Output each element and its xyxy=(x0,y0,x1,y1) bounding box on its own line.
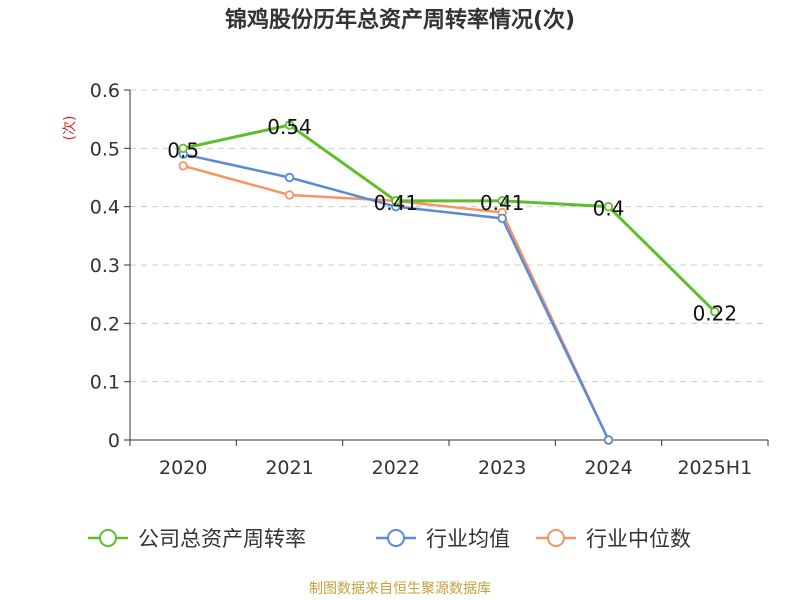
data-label-company: 0.54 xyxy=(267,115,312,139)
x-tick-label: 2020 xyxy=(159,457,207,479)
data-point-industry_median xyxy=(178,161,188,171)
x-tick-label: 2023 xyxy=(478,457,526,479)
legend-label-industry_median: 行业中位数 xyxy=(586,527,691,551)
x-tick-label: 2024 xyxy=(584,457,632,479)
data-label-company: 0.22 xyxy=(693,302,738,326)
data-point-company xyxy=(603,201,614,212)
y-tick-label: 0.6 xyxy=(90,80,120,102)
data-point-company xyxy=(391,196,401,206)
data-point-industry_avg xyxy=(497,213,507,224)
chart-title: 锦鸡股份历年总资产周转率情况(次) xyxy=(224,8,576,33)
source-note: 制图数据来自恒生聚源数据库 xyxy=(309,581,491,597)
legend-marker-industry_median xyxy=(547,529,565,547)
y-tick-label: 0 xyxy=(108,430,120,452)
legend-marker-company xyxy=(99,529,117,547)
legend-label-company: 公司总资产周转率 xyxy=(138,527,306,551)
x-tick-label: 2022 xyxy=(372,457,420,479)
data-label-company: 0.41 xyxy=(480,191,525,215)
data-point-company xyxy=(497,196,507,206)
legend-marker-industry_avg xyxy=(387,529,405,547)
data-label-company: 0.41 xyxy=(374,191,419,215)
data-label-company: 0.5 xyxy=(167,138,199,162)
data-point-industry_median xyxy=(284,190,295,200)
data-point-company xyxy=(178,143,188,154)
y-tick-label: 0.4 xyxy=(90,197,120,219)
y-tick-label: 0.5 xyxy=(90,138,120,160)
data-point-company xyxy=(710,306,720,317)
y-axis-unit-label: (次) xyxy=(62,116,78,141)
y-tick-label: 0.1 xyxy=(90,372,120,394)
data-point-industry_avg xyxy=(603,435,614,445)
legend-label-industry_avg: 行业均值 xyxy=(426,527,510,551)
data-point-industry_avg xyxy=(284,172,295,183)
y-tick-label: 0.3 xyxy=(90,255,120,277)
data-label-company: 0.4 xyxy=(593,197,625,221)
y-tick-label: 0.2 xyxy=(90,313,120,335)
data-point-company xyxy=(284,120,295,130)
x-tick-label: 2025H1 xyxy=(677,457,752,479)
series-line-company xyxy=(182,123,716,313)
x-tick-label: 2021 xyxy=(265,457,313,479)
